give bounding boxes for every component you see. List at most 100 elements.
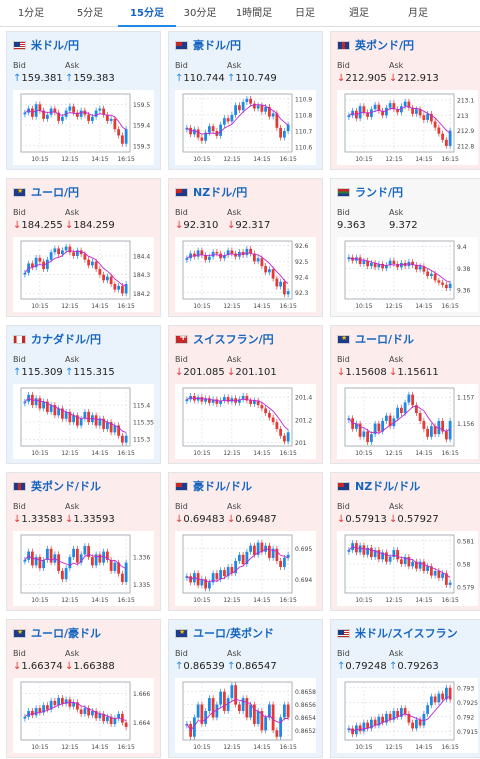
rate-card[interactable]: カナダドル/円 Bid Ask ↑115.309 ↑115.315 115.4 115.35… <box>6 325 161 464</box>
rate-card[interactable]: ユーロ/豪ドルBidAsk↓1.66374↓1.663881.6661.6641… <box>6 619 161 758</box>
pair-name[interactable]: 米ドル/スイスフラン <box>355 627 458 640</box>
card-header[interactable]: ユーロ/ドル <box>337 332 414 346</box>
card-header[interactable]: 英ポンド/円 <box>337 38 414 52</box>
tab-8[interactable]: 月足 <box>408 8 428 19</box>
card-header[interactable]: 英ポンド/ドル <box>13 479 101 493</box>
rate-card[interactable]: 豪ドル/ドル Bid Ask ↓0.69483 ↓0.69487 0.695 0.694 10… <box>168 472 323 611</box>
pair-name[interactable]: ユーロ/英ポンド <box>193 627 275 640</box>
candle-body <box>200 704 204 724</box>
price-chart[interactable]: 0.695 0.694 10:15 12:15 14:15 16:15 <box>175 531 316 606</box>
candle-body <box>42 559 46 569</box>
candle-body <box>407 557 411 567</box>
card-header[interactable]: カナダドル/円 <box>13 332 101 346</box>
pair-name[interactable]: 豪ドル/ドル <box>193 480 253 493</box>
pair-name[interactable]: ランド/円 <box>355 186 404 199</box>
rate-card[interactable]: スイスフラン/円BidAsk↓201.085↓201.101201.4201.2… <box>168 325 323 464</box>
card-header[interactable]: NZドル/ドル <box>337 479 420 493</box>
candle-body <box>109 276 113 285</box>
price-chart[interactable]: 1.666 1.664 10:15 12:15 14:15 16:15 <box>13 678 154 753</box>
candle-body <box>437 693 441 703</box>
tab-1[interactable]: 1分足 <box>17 8 45 19</box>
pair-name[interactable]: NZドル/ドル <box>355 480 421 493</box>
price-chart[interactable]: 1.336 1.335 10:15 12:15 14:15 16:15 <box>13 531 154 606</box>
pair-name[interactable]: ユーロ/豪ドル <box>31 627 102 640</box>
price-chart[interactable]: 0.581 0.58 0.579 10:15 12:15 14:15 16:15 <box>337 531 478 606</box>
chart-svg: 92.6 92.5 92.4 92.3 10:15 12:15 14:15 16:15 <box>182 240 309 310</box>
rate-card[interactable]: ユーロ/ドルBidAsk↓1.15608↓1.156111.1571.15610… <box>330 325 480 464</box>
card-header[interactable]: NZドル/円 <box>175 185 247 199</box>
candle-body <box>90 116 94 121</box>
rate-card[interactable]: NZドル/ドル Bid Ask ↓0.57913 ↓0.57927 0.581 0.58 0.… <box>330 472 480 611</box>
card-header[interactable]: ユーロ/英ポンド <box>175 626 274 640</box>
card-header[interactable]: ランド/円 <box>337 185 403 199</box>
price-chart[interactable]: 92.6 92.5 92.4 92.3 10:15 12:15 14:15 16:15 <box>175 237 316 312</box>
tab-3[interactable]: 15分足 <box>118 0 176 27</box>
card-header[interactable]: 米ドル/円 <box>13 38 79 52</box>
candle-body <box>429 273 433 277</box>
pair-name[interactable]: 米ドル/円 <box>31 39 80 52</box>
x-tick-label: 12:15 <box>223 450 240 457</box>
card-header[interactable]: 豪ドル/円 <box>175 38 241 52</box>
rate-card[interactable]: 英ポンド/円 Bid Ask ↓212.905 ↓212.913 213.1 213 212.… <box>330 31 480 170</box>
rate-card[interactable]: 米ドル/円 Bid Ask ↑159.381 ↑159.383 159.5 159.4 159… <box>6 31 161 170</box>
candle-body <box>215 131 219 136</box>
candle-body <box>102 418 106 429</box>
pair-name[interactable]: NZドル/円 <box>193 186 248 199</box>
pair-name[interactable]: カナダドル/円 <box>31 333 102 346</box>
card-header[interactable]: ユーロ/円 <box>13 185 79 199</box>
tab-7[interactable]: 週足 <box>349 8 369 19</box>
card-header[interactable]: ユーロ/豪ドル <box>13 626 101 640</box>
price-chart[interactable]: 0.8658 0.8656 0.8654 0.8652 10:15 12:15 14:15 1… <box>175 678 316 753</box>
rate-card[interactable]: 豪ドル/円 Bid Ask ↑110.744 ↑110.749 110.9 110.8 110… <box>168 31 323 170</box>
candle-body <box>252 103 256 109</box>
rate-card[interactable]: 英ポンド/ドル Bid Ask ↓1.33583 ↓1.33593 1.336 1.335 1… <box>6 472 161 611</box>
tab-2[interactable]: 5分足 <box>76 8 104 19</box>
price-chart[interactable]: 159.5 159.4 159.3 10:15 12:15 14:15 16:15 <box>13 90 154 165</box>
candle-body <box>279 717 283 737</box>
price-chart[interactable]: 115.4 115.35 115.3 10:15 12:15 14:15 16:15 <box>13 384 154 459</box>
candle-body <box>124 435 128 443</box>
arrow-down-icon: ↓ <box>65 661 74 672</box>
candle-body <box>366 547 370 555</box>
card-header[interactable]: 豪ドル/ドル <box>175 479 252 493</box>
rate-card[interactable]: ランド/円 Bid Ask 9.363 9.372 9.4 9.38 9.36 10:15 12:… <box>330 178 480 317</box>
pair-name[interactable]: ユーロ/円 <box>31 186 80 199</box>
pair-name[interactable]: 英ポンド/ドル <box>31 480 102 493</box>
candle-body <box>396 263 400 268</box>
pair-name[interactable]: 英ポンド/円 <box>355 39 415 52</box>
ask-value: ↓201.101 <box>227 367 277 378</box>
pair-name[interactable]: 豪ドル/円 <box>193 39 242 52</box>
rate-card[interactable]: 米ドル/スイスフラン Bid Ask ↑0.79248 ↑0.79263 0.793 0.7… <box>330 619 480 758</box>
tab-5[interactable]: 1時間足 <box>235 8 273 19</box>
candle-body <box>185 576 189 578</box>
candle-body <box>185 399 189 402</box>
ask-label: Ask <box>227 61 242 70</box>
price-chart[interactable]: 110.9 110.8 110.7 110.6 10:15 12:15 14:15 16:15 <box>175 90 316 165</box>
price-chart[interactable]: 9.4 9.38 9.36 10:15 12:15 14:15 16:15 <box>337 237 478 312</box>
tab-6[interactable]: 日足 <box>295 8 315 19</box>
ask-number: 1.33593 <box>73 514 115 525</box>
pair-name[interactable]: スイスフラン/円 <box>193 333 274 346</box>
bid-value: ↓0.69483 <box>175 514 225 525</box>
candle-body <box>234 253 238 257</box>
x-tick-label: 14:15 <box>91 597 108 604</box>
price-chart[interactable]: 213.1 213 212.9 212.8 10:15 12:15 14:15 16:15 <box>337 90 478 165</box>
candle-body <box>120 435 124 443</box>
candle-body <box>373 719 377 726</box>
tab-4[interactable]: 30分足 <box>183 8 217 19</box>
x-tick-label: 14:15 <box>253 744 270 751</box>
candle-body <box>267 413 271 418</box>
price-chart[interactable]: 0.793 0.7925 0.792 0.7915 10:15 12:15 14:15 16:… <box>337 678 478 753</box>
candle-body <box>211 126 215 132</box>
card-header[interactable]: スイスフラン/円 <box>175 332 274 346</box>
price-chart[interactable]: 1.157 1.156 10:15 12:15 14:15 16:15 <box>337 384 478 459</box>
rate-card[interactable]: ユーロ/円BidAsk↓184.255↓184.259184.4184.3184… <box>6 178 161 317</box>
rate-card[interactable]: ユーロ/英ポンドBidAsk↑0.86539↑0.865470.86580.86… <box>168 619 323 758</box>
candle-body <box>347 115 351 118</box>
y-tick-label: 92.5 <box>295 259 309 266</box>
card-header[interactable]: 米ドル/スイスフラン <box>337 626 458 640</box>
rate-card[interactable]: NZドル/円 Bid Ask ↓92.310 ↓92.317 92.6 92.5 92.4 92… <box>168 178 323 317</box>
price-chart[interactable]: 201.4 201.2 201 10:15 12:15 14:15 16:15 <box>175 384 316 459</box>
price-chart[interactable]: 184.4 184.3 184.2 10:15 12:15 14:15 16:15 <box>13 237 154 312</box>
pair-name[interactable]: ユーロ/ドル <box>355 333 415 346</box>
